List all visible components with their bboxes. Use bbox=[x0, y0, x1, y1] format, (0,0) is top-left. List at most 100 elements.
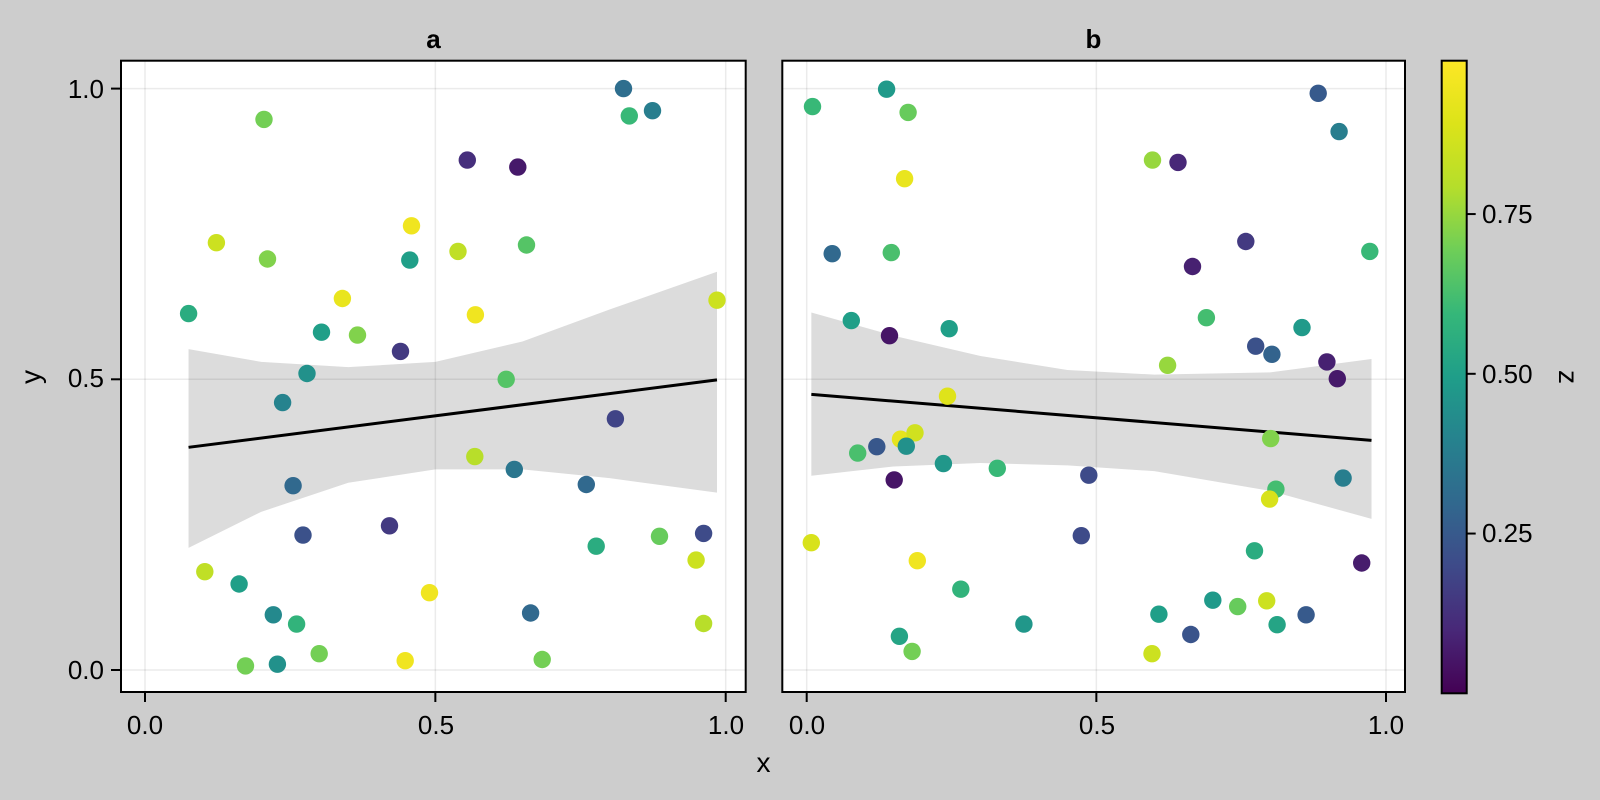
scatter-point bbox=[908, 552, 926, 570]
scatter-point bbox=[938, 387, 957, 405]
scatter-point bbox=[802, 534, 820, 552]
scatter-point bbox=[1309, 84, 1327, 103]
x-tick-b-0.5: 0.5 bbox=[1078, 710, 1116, 740]
panel-b bbox=[781, 59, 1406, 702]
scatter-point bbox=[643, 102, 662, 120]
scatter-point bbox=[273, 393, 292, 412]
scatter-point bbox=[1169, 153, 1187, 172]
x-tick-a-1.0: 1.0 bbox=[707, 710, 745, 740]
scatter-point bbox=[333, 289, 352, 308]
colorbar-tick-0.25: 0.25 bbox=[1482, 518, 1533, 548]
scatter-point bbox=[614, 79, 633, 98]
colorbar-tick-0.75: 0.75 bbox=[1482, 199, 1533, 229]
scatter-point bbox=[1260, 490, 1279, 508]
scatter-point bbox=[694, 614, 713, 633]
scatter-point bbox=[196, 563, 214, 581]
scatter-point bbox=[310, 645, 328, 663]
scatter-point bbox=[1330, 122, 1348, 141]
scatter-point bbox=[842, 311, 860, 330]
scatter-point bbox=[1297, 606, 1315, 624]
scatter-point bbox=[1182, 625, 1200, 644]
scatter-point bbox=[587, 537, 605, 555]
scatter-point bbox=[1353, 554, 1371, 572]
scatter-point bbox=[466, 447, 484, 466]
regression-line bbox=[188, 378, 718, 449]
scatter-point bbox=[1245, 542, 1264, 560]
scatter-point bbox=[521, 604, 540, 622]
panel-a-title: a bbox=[426, 24, 441, 54]
scatter-point bbox=[1328, 370, 1347, 388]
scatter-point bbox=[1072, 527, 1091, 545]
scatter-point bbox=[899, 103, 917, 122]
scatter-point bbox=[420, 584, 439, 602]
scatter-point bbox=[207, 234, 226, 252]
scatter-point bbox=[1263, 345, 1281, 363]
scatter-point bbox=[312, 323, 331, 341]
panel-frame bbox=[781, 59, 1406, 693]
scatter-point bbox=[284, 477, 302, 495]
scatter-point bbox=[803, 97, 822, 116]
x-tick-a-0.5: 0.5 bbox=[417, 710, 455, 740]
colorbar-axis-label: z bbox=[1553, 370, 1584, 384]
x-tick-b-1.0: 1.0 bbox=[1367, 710, 1405, 740]
scatter-point bbox=[708, 291, 726, 309]
regression-line bbox=[811, 392, 1372, 442]
scatter-point bbox=[505, 460, 523, 479]
scatter-point bbox=[287, 615, 306, 633]
scatter-point bbox=[868, 438, 886, 456]
scatter-point bbox=[533, 650, 551, 669]
scatter-point bbox=[348, 326, 367, 344]
scatter-point bbox=[1268, 616, 1286, 634]
scatter-point bbox=[606, 410, 625, 428]
scatter-point bbox=[620, 107, 638, 125]
scatter-point bbox=[1143, 151, 1162, 169]
panel-a bbox=[111, 59, 747, 702]
scatter-point bbox=[988, 459, 1006, 477]
x-tick-a-0.0: 0.0 bbox=[126, 710, 164, 740]
scatter-point bbox=[458, 151, 476, 169]
scatter-point bbox=[823, 245, 841, 263]
scatter-point bbox=[466, 306, 485, 324]
scatter-point bbox=[449, 242, 467, 261]
scatter-point bbox=[687, 551, 705, 569]
scatter-point bbox=[1258, 592, 1276, 610]
scatter-point bbox=[294, 526, 312, 544]
scatter-point bbox=[1204, 591, 1222, 609]
y-tick-label-0.0: 0.0 bbox=[67, 655, 104, 685]
scatter-point bbox=[258, 250, 277, 268]
scatter-point bbox=[882, 243, 900, 262]
scatter-point bbox=[934, 454, 953, 473]
x-axis-label: x bbox=[756, 747, 771, 778]
y-tick-label-1.0: 1.0 bbox=[67, 74, 104, 104]
scatter-point bbox=[1080, 466, 1098, 484]
scatter-point bbox=[1237, 232, 1255, 251]
scatter-point bbox=[1197, 309, 1216, 327]
scatter-point bbox=[1361, 242, 1379, 261]
scatter-point bbox=[509, 158, 527, 176]
scatter-point bbox=[268, 655, 287, 673]
scatter-point bbox=[940, 320, 958, 338]
scatter-point bbox=[906, 424, 924, 442]
scatter-point bbox=[1229, 597, 1247, 616]
scatter-point bbox=[890, 627, 909, 645]
scatter-point bbox=[895, 170, 914, 188]
scatter-point bbox=[396, 652, 414, 670]
y-tick-label-0.5: 0.5 bbox=[67, 363, 104, 393]
scatter-point bbox=[1150, 605, 1168, 623]
scatter-point bbox=[230, 575, 248, 593]
scatter-point bbox=[577, 475, 595, 494]
scatter-point bbox=[401, 251, 419, 269]
scatter-point bbox=[298, 364, 316, 383]
scatter-point bbox=[877, 80, 896, 98]
scatter-point bbox=[497, 370, 515, 388]
x-tick-b-0.0: 0.0 bbox=[788, 710, 826, 740]
scatter-point bbox=[179, 304, 198, 323]
scatter-point bbox=[1143, 645, 1161, 663]
scatter-point bbox=[1183, 257, 1202, 276]
scatter-point bbox=[236, 657, 255, 675]
scatter-point bbox=[1334, 469, 1352, 487]
scatter-point bbox=[880, 327, 899, 345]
colorbar-frame bbox=[1440, 59, 1468, 695]
